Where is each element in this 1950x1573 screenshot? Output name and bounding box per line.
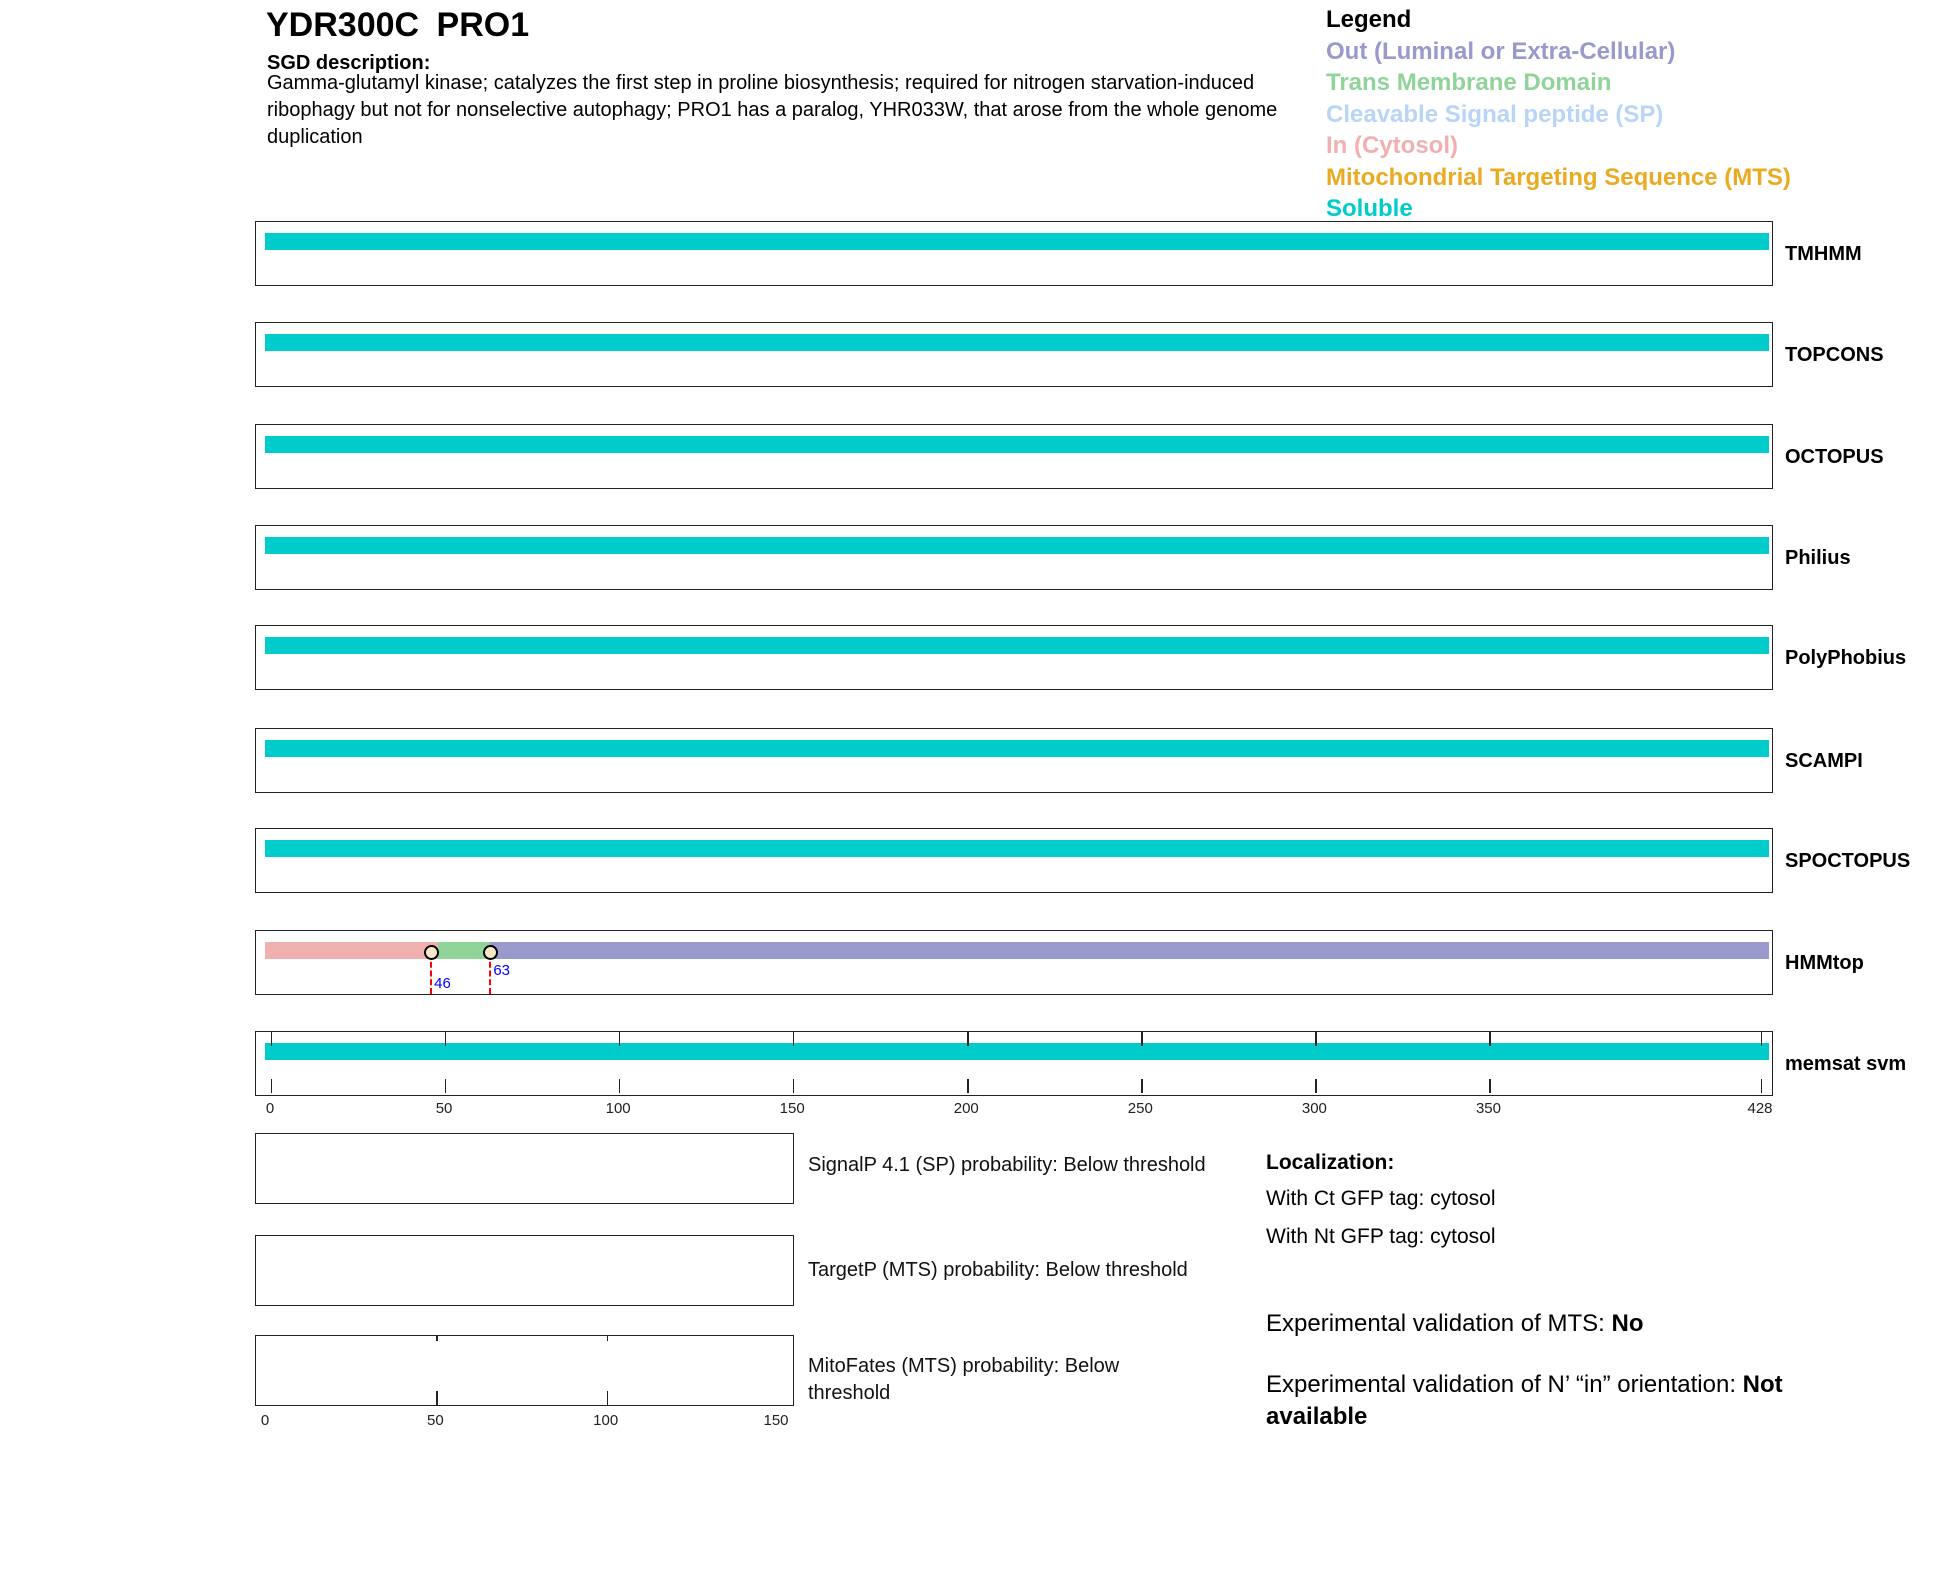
axis-tick	[967, 1032, 969, 1046]
axis-tick-label: 0	[260, 1412, 270, 1429]
axis-tick	[1315, 1079, 1317, 1093]
axis-tick	[1761, 1032, 1763, 1046]
segment-trans-membrane-domain	[438, 942, 491, 959]
axis-tick-label: 100	[605, 1100, 631, 1117]
axis-tick	[793, 1032, 795, 1046]
legend-title: Legend	[1326, 6, 1412, 33]
axis-tick	[271, 1079, 273, 1093]
boundary-line	[430, 953, 433, 994]
axis-tick	[793, 1079, 795, 1093]
sgd-description-text: Gamma-glutamyl kinase; catalyzes the fir…	[267, 72, 1278, 148]
axis-tick	[1489, 1032, 1491, 1046]
legend-item-soluble: Soluble	[1326, 195, 1413, 222]
legend-item-out: Out (Luminal or Extra-Cellular)	[1326, 37, 1676, 65]
track-spoctopus	[255, 828, 1773, 893]
axis-tick	[445, 1032, 447, 1046]
segment-soluble	[265, 840, 1769, 857]
axis-tick-label: 200	[953, 1100, 979, 1117]
sgd-description-label: SGD description:	[267, 52, 431, 74]
track-tmhmm	[255, 221, 1773, 286]
axis-tick	[967, 1079, 969, 1093]
signalp-plot	[255, 1133, 794, 1204]
orientation-validation-label: Experimental validation of N’ “in” orien…	[1266, 1371, 1743, 1398]
segment-soluble	[265, 637, 1769, 654]
legend-item-mts: Mitochondrial Targeting Sequence (MTS)	[1326, 163, 1791, 191]
axis-tick-label: 250	[1127, 1100, 1153, 1117]
mitofates-probability: MitoFates (MTS) probability: Below thres…	[808, 1355, 1120, 1404]
track-label: SCAMPI	[1785, 750, 1863, 772]
legend: Legend Out (Luminal or Extra-Cellular) T…	[1326, 4, 1791, 225]
axis-tick	[606, 1336, 608, 1341]
axis-tick	[619, 1079, 621, 1093]
axis-tick	[1489, 1079, 1491, 1093]
axis-tick	[271, 1032, 273, 1046]
track-polyphobius	[255, 625, 1773, 690]
axis-tick	[445, 1079, 447, 1093]
segment-soluble	[265, 233, 1769, 250]
axis-tick-label: 100	[593, 1412, 619, 1429]
boundary-marker	[483, 945, 499, 960]
track-label: OCTOPUS	[1785, 446, 1884, 468]
track-label: TMHMM	[1785, 243, 1862, 265]
mts-validation: Experimental validation of MTS: No	[1266, 1310, 1643, 1338]
axis-tick	[1761, 1079, 1763, 1093]
mts-validation-value: No	[1611, 1310, 1644, 1337]
track-label: SPOCTOPUS	[1785, 850, 1911, 872]
boundary-marker	[424, 945, 440, 960]
track-philius	[255, 525, 1773, 590]
track-label: PolyPhobius	[1785, 647, 1907, 669]
legend-item-tm: Trans Membrane Domain	[1326, 69, 1612, 96]
signalp-probability: SignalP 4.1 (SP) probability: Below thre…	[808, 1154, 1206, 1176]
orientation-validation: Experimental validation of N’ “in” orien…	[1266, 1369, 1866, 1433]
boundary-line	[489, 953, 492, 994]
axis-tick-label: 150	[763, 1412, 789, 1429]
segment-soluble	[265, 740, 1769, 757]
axis-tick	[436, 1336, 438, 1341]
track-scampi	[255, 728, 1773, 793]
axis-tick-label: 50	[435, 1100, 453, 1117]
axis-tick	[436, 1391, 438, 1405]
axis-tick-label: 50	[426, 1412, 444, 1429]
axis-tick	[1315, 1032, 1317, 1046]
segment-soluble	[265, 334, 1769, 351]
segment-soluble	[265, 537, 1769, 554]
segment-in-cytosol-	[265, 942, 439, 959]
track-hmmtop: 46 63	[255, 930, 1773, 995]
segment-out-luminal-or-extra-cellular-	[490, 942, 1769, 959]
localization-nt: With Nt GFP tag: cytosol	[1266, 1225, 1496, 1248]
localization-ct: With Ct GFP tag: cytosol	[1266, 1187, 1496, 1210]
track-label: memsat svm	[1785, 1053, 1907, 1075]
boundary-label: 63	[493, 962, 510, 979]
segment-soluble	[265, 1043, 1769, 1060]
targetp-plot	[255, 1235, 794, 1306]
axis-tick-label: 0	[265, 1100, 275, 1117]
axis-tick	[1141, 1079, 1143, 1093]
targetp-probability: TargetP (MTS) probability: Below thresho…	[808, 1259, 1188, 1281]
localization-title: Localization:	[1266, 1151, 1395, 1174]
track-topcons	[255, 322, 1773, 387]
axis-tick-label: 350	[1475, 1100, 1501, 1117]
orientation-validation-value: Not available	[1266, 1371, 1783, 1430]
page-title: YDR300C PRO1	[266, 6, 530, 44]
boundary-label: 46	[434, 975, 451, 992]
segment-soluble	[265, 436, 1769, 453]
axis-tick	[619, 1032, 621, 1046]
track-label: Philius	[1785, 547, 1851, 569]
axis-tick	[1141, 1032, 1143, 1046]
axis-tick	[606, 1391, 608, 1405]
legend-item-in: In (Cytosol)	[1326, 132, 1458, 159]
axis-tick-label: 150	[779, 1100, 805, 1117]
legend-item-sp: Cleavable Signal peptide (SP)	[1326, 100, 1664, 128]
mitofates-plot	[255, 1335, 794, 1406]
track-memsat-svm	[255, 1031, 1773, 1096]
axis-tick-label: 300	[1301, 1100, 1327, 1117]
track-label: TOPCONS	[1785, 344, 1884, 366]
track-label: HMMtop	[1785, 952, 1864, 974]
mts-validation-label: Experimental validation of MTS:	[1266, 1310, 1612, 1337]
track-octopus	[255, 424, 1773, 489]
axis-tick-label: 428	[1747, 1100, 1773, 1117]
